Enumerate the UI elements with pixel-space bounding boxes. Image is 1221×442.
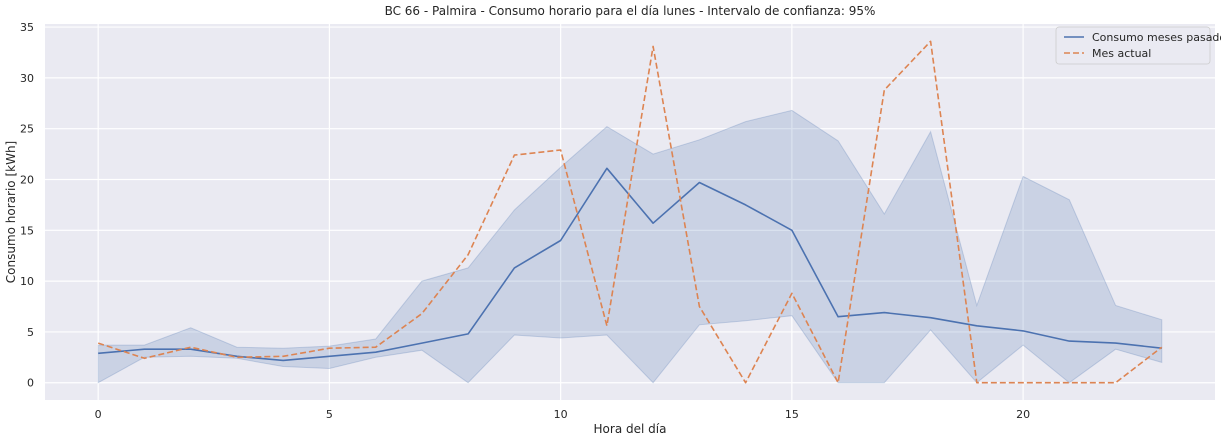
plot-background	[45, 24, 1215, 400]
series-line-1	[97, 40, 1163, 384]
legend-label-consumo-meses-pasados: Consumo meses pasados	[1092, 31, 1221, 44]
legend: Consumo meses pasados Mes actual	[1055, 26, 1221, 65]
x-tick-label: 0	[95, 408, 102, 421]
y-tick-label: 20	[20, 173, 34, 186]
chart-title: BC 66 - Palmira - Consumo horario para e…	[385, 4, 876, 18]
x-tick-label: 5	[326, 408, 333, 421]
x-axis-ticks: 0 5 10 15 20	[95, 408, 1030, 421]
y-axis-ticks: 0 5 10 15 20 25 30 35	[20, 21, 34, 390]
series-lines	[97, 40, 1163, 384]
y-tick-label: 25	[20, 123, 34, 136]
x-tick-label: 15	[785, 408, 799, 421]
x-tick-label: 20	[1016, 408, 1030, 421]
gridlines	[45, 24, 1215, 400]
y-tick-label: 35	[20, 21, 34, 34]
y-tick-label: 10	[20, 275, 34, 288]
series-line-0	[98, 167, 1162, 362]
y-tick-label: 0	[27, 377, 34, 390]
y-tick-label: 5	[27, 326, 34, 339]
x-axis-label: Hora del día	[594, 422, 667, 436]
x-tick-label: 10	[554, 408, 568, 421]
y-tick-label: 15	[20, 224, 34, 237]
y-axis-label: Consumo horario [kWh]	[4, 141, 18, 283]
legend-box	[1055, 26, 1211, 65]
legend-label-mes-actual: Mes actual	[1092, 47, 1151, 60]
y-tick-label: 30	[20, 72, 34, 85]
